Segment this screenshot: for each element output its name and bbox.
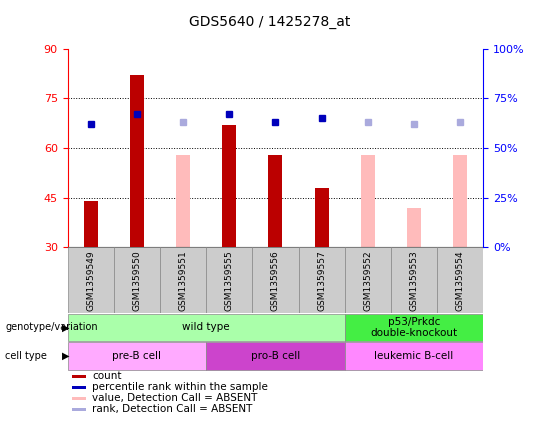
Bar	[345, 313, 483, 341]
Bar	[176, 155, 190, 247]
Text: genotype/variation: genotype/variation	[5, 322, 98, 332]
Bar	[68, 247, 114, 313]
Text: rank, Detection Call = ABSENT: rank, Detection Call = ABSENT	[92, 404, 253, 415]
Bar	[206, 342, 345, 370]
Bar	[114, 247, 160, 313]
Bar	[345, 342, 483, 370]
Bar	[361, 155, 375, 247]
Text: leukemic B-cell: leukemic B-cell	[374, 351, 454, 361]
Text: ▶: ▶	[62, 351, 70, 361]
Bar	[130, 75, 144, 247]
Bar	[72, 386, 86, 389]
Text: ▶: ▶	[62, 322, 70, 332]
Bar	[437, 247, 483, 313]
Text: wild type: wild type	[183, 322, 230, 332]
Bar	[252, 247, 299, 313]
Text: GSM1359555: GSM1359555	[225, 250, 234, 310]
Bar	[345, 247, 391, 313]
Bar	[206, 247, 252, 313]
Bar	[68, 342, 206, 370]
Text: GSM1359550: GSM1359550	[132, 250, 141, 310]
Text: pro-B cell: pro-B cell	[251, 351, 300, 361]
Text: count: count	[92, 371, 122, 381]
Bar	[222, 125, 236, 247]
Text: GSM1359556: GSM1359556	[271, 250, 280, 310]
Bar	[72, 397, 86, 400]
Text: p53/Prkdc
double-knockout: p53/Prkdc double-knockout	[370, 316, 457, 338]
Text: GSM1359557: GSM1359557	[317, 250, 326, 310]
Text: value, Detection Call = ABSENT: value, Detection Call = ABSENT	[92, 393, 258, 403]
Text: GSM1359551: GSM1359551	[179, 250, 187, 310]
Bar	[453, 155, 467, 247]
Bar	[299, 247, 345, 313]
Text: GSM1359554: GSM1359554	[456, 250, 465, 310]
Text: GSM1359552: GSM1359552	[363, 250, 372, 310]
Bar	[407, 208, 421, 247]
Text: GDS5640 / 1425278_at: GDS5640 / 1425278_at	[190, 15, 350, 29]
Bar	[72, 408, 86, 411]
Text: cell type: cell type	[5, 351, 48, 361]
Text: percentile rank within the sample: percentile rank within the sample	[92, 382, 268, 392]
Bar	[315, 188, 328, 247]
Text: GSM1359549: GSM1359549	[86, 250, 95, 310]
Bar	[72, 374, 86, 378]
Bar	[391, 247, 437, 313]
Bar	[84, 201, 98, 247]
Bar	[268, 155, 282, 247]
Text: GSM1359553: GSM1359553	[409, 250, 418, 310]
Text: pre-B cell: pre-B cell	[112, 351, 161, 361]
Bar	[160, 247, 206, 313]
Bar	[68, 313, 345, 341]
